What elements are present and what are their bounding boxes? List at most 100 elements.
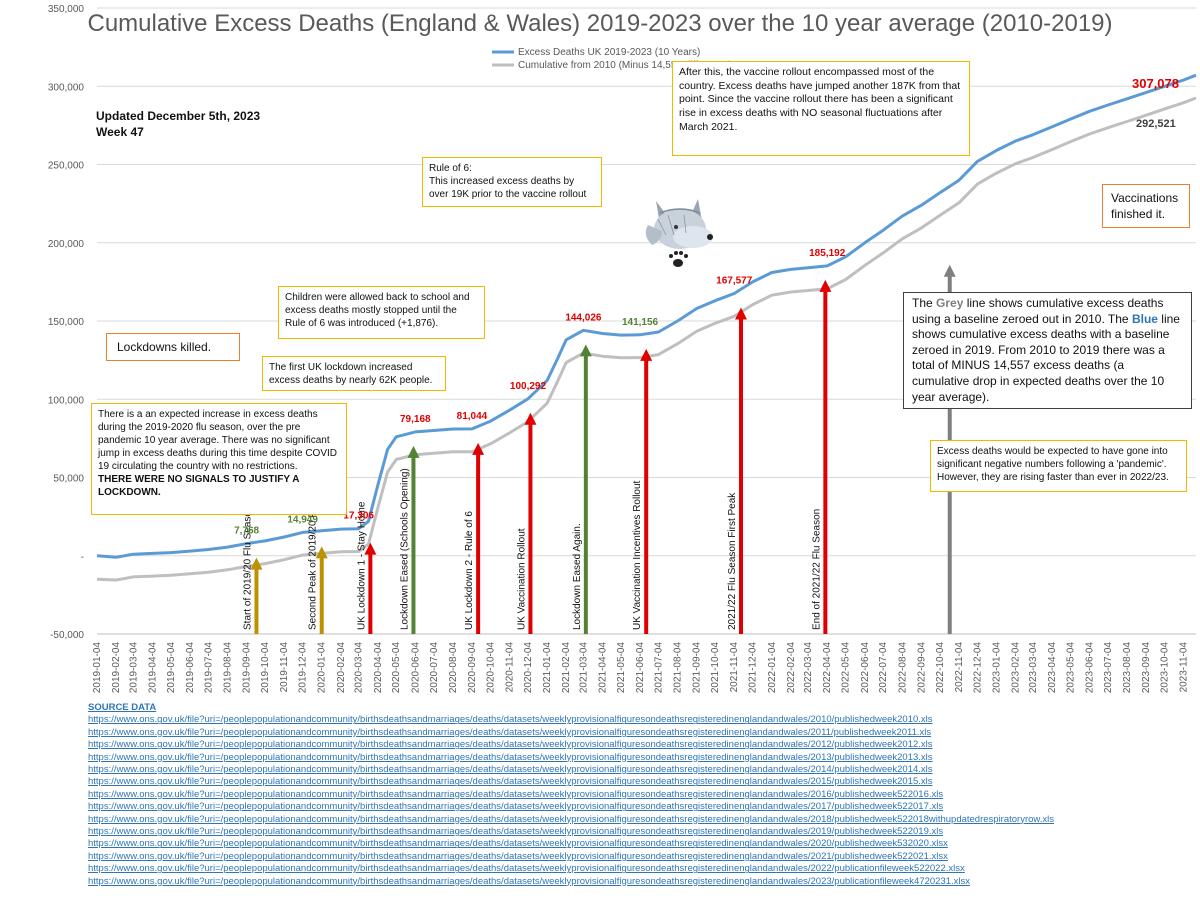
x-tick-label: 2022-01-04 [767, 642, 778, 694]
x-tick-label: 2019-06-04 [185, 642, 196, 694]
y-tick-label: 350,000 [48, 4, 85, 15]
source-link[interactable]: https://www.ons.gov.uk/file?uri=/peoplep… [88, 726, 932, 738]
arrow-head [364, 542, 377, 555]
source-link[interactable]: https://www.ons.gov.uk/file?uri=/peoplep… [88, 739, 933, 751]
x-tick-label: 2021-09-04 [692, 642, 703, 694]
arrow-head [819, 279, 832, 292]
x-tick-label: 2019-04-04 [147, 642, 158, 694]
wolf-head-icon [638, 195, 723, 275]
x-tick-label: 2020-04-04 [373, 642, 384, 694]
x-tick-label: 2020-01-04 [317, 642, 328, 694]
source-link[interactable]: https://www.ons.gov.uk/file?uri=/peoplep… [88, 850, 948, 862]
x-tick-label: 2019-01-04 [92, 642, 103, 694]
source-link[interactable]: https://www.ons.gov.uk/file?uri=/peoplep… [88, 751, 933, 763]
source-link[interactable]: https://www.ons.gov.uk/file?uri=/peoplep… [88, 764, 933, 776]
x-tick-label: 2022-06-04 [860, 642, 871, 694]
point-label: 7,768 [234, 526, 259, 537]
x-tick-label: 2022-09-04 [916, 642, 927, 694]
point-label: 185,192 [809, 248, 846, 259]
x-tick-label: 2020-08-04 [448, 642, 459, 694]
source-link[interactable]: https://www.ons.gov.uk/file?uri=/peoplep… [88, 826, 944, 838]
x-tick-label: 2021-04-04 [597, 642, 608, 694]
x-tick-label: 2022-10-04 [935, 642, 946, 694]
event-arrow-label: UK Vaccination Rollout [516, 528, 527, 630]
x-tick-label: 2023-10-04 [1160, 642, 1171, 694]
annotation-negative-numbers: Excess deaths would be expected to have … [930, 440, 1187, 492]
legend: Excess Deaths UK 2019-2023 (10 Years) Cu… [492, 47, 732, 71]
source-link[interactable]: https://www.ons.gov.uk/file?uri=/peoplep… [88, 813, 1054, 825]
x-tick-label: 2022-03-04 [803, 642, 814, 694]
series-line [96, 73, 1197, 559]
arrow-head [640, 348, 653, 361]
point-label: 167,577 [716, 275, 753, 286]
y-tick-label: 300,000 [48, 82, 85, 93]
x-tick-label: 2019-12-04 [298, 642, 309, 694]
arrow-head [250, 557, 263, 570]
source-link[interactable]: https://www.ons.gov.uk/file?uri=/peoplep… [88, 801, 944, 813]
source-data: SOURCE DATA https://www.ons.gov.uk/file?… [88, 702, 1188, 888]
event-arrow-label: UK Lockdown 2 - Rule of 6 [464, 511, 475, 630]
rule-of-6-body: This increased excess deaths by over 19K… [429, 176, 587, 200]
updated-week: Week 47 [96, 125, 144, 139]
source-link[interactable]: https://www.ons.gov.uk/file?uri=/peoplep… [88, 714, 933, 726]
event-arrow [472, 442, 485, 634]
annotation-grey-blue-lines: The Grey line shows cumulative excess de… [903, 292, 1192, 409]
x-tick-label: 2023-04-04 [1047, 642, 1058, 694]
x-tick-label: 2021-06-04 [635, 642, 646, 694]
source-link[interactable]: https://www.ons.gov.uk/file?uri=/peoplep… [88, 875, 971, 887]
legend-label-grey: Cumulative from 2010 (Minus 14,557 diffe… [518, 60, 732, 71]
flu-season-text: There is a an expected increase in exces… [98, 409, 337, 472]
x-tick-label: 2021-08-04 [673, 642, 684, 694]
x-tick-label: 2022-07-04 [878, 642, 889, 694]
x-tick-label: 2022-02-04 [786, 642, 797, 694]
event-arrow-label: Second Peak of 2019/20 Flu Season [308, 467, 319, 630]
x-tick-label: 2021-01-04 [542, 642, 553, 694]
event-arrow [640, 348, 653, 634]
series-lines [96, 73, 1197, 582]
updated-date: Updated December 5th, 2023 [96, 109, 261, 123]
source-link[interactable]: https://www.ons.gov.uk/file?uri=/peoplep… [88, 838, 948, 850]
source-data-header: SOURCE DATA [88, 702, 157, 713]
x-tick-label: 2022-05-04 [841, 642, 852, 694]
point-label: 141,156 [622, 317, 659, 328]
arrow-head [943, 264, 956, 277]
x-tick-label: 2023-03-04 [1028, 642, 1039, 694]
annotation-lockdowns-killed: Lockdowns killed. [106, 333, 240, 361]
x-tick-label: 2021-05-04 [616, 642, 627, 694]
point-label: 17,306 [343, 511, 374, 522]
grey-word: Grey [936, 296, 964, 310]
event-arrow [524, 412, 537, 634]
y-tick-label: 50,000 [53, 474, 84, 485]
arrow-head [579, 344, 592, 357]
event-arrow-label: UK Vaccination Incentives Rollout [632, 480, 643, 630]
y-tick-label: -50,000 [50, 630, 84, 641]
rule-of-6-title: Rule of 6: [429, 163, 472, 174]
event-arrow [579, 344, 592, 634]
x-tick-label: 2020-03-04 [354, 642, 365, 694]
x-tick-label: 2022-08-04 [897, 642, 908, 694]
x-tick-label: 2020-11-04 [505, 642, 516, 693]
no-signals-text: THERE WERE NO SIGNALS TO JUSTIFY A LOCKD… [98, 474, 300, 498]
event-arrow-label: Lockdown Eased (Schools Opening) [399, 468, 410, 630]
x-tick-label: 2019-03-04 [128, 642, 139, 694]
annotation-vaccine-rollout: After this, the vaccine rollout encompas… [672, 61, 970, 156]
source-link[interactable]: https://www.ons.gov.uk/file?uri=/peoplep… [88, 788, 944, 800]
source-link[interactable]: https://www.ons.gov.uk/file?uri=/peoplep… [88, 863, 965, 875]
annotation-flu-season: There is a an expected increase in exces… [91, 403, 347, 515]
x-tick-label: 2023-01-04 [992, 642, 1003, 694]
annotation-rule-of-6: Rule of 6: This increased excess deaths … [422, 157, 602, 207]
event-arrow [819, 279, 832, 634]
point-label: 81,044 [457, 411, 488, 422]
x-tick-label: 2019-11-04 [279, 642, 290, 693]
x-tick-label: 2019-08-04 [223, 642, 234, 694]
y-tick-label: 250,000 [48, 161, 85, 172]
event-arrow-label: 2021/22 Flu Season First Peak [727, 492, 738, 630]
y-tick-label: 200,000 [48, 239, 85, 250]
x-tick-label: 2021-03-04 [578, 642, 589, 694]
event-arrow [315, 546, 328, 634]
grey-note-post: line shows cumulative excess deaths with… [912, 311, 1180, 404]
source-link[interactable]: https://www.ons.gov.uk/file?uri=/peoplep… [88, 776, 933, 788]
x-tick-label: 2021-10-04 [710, 642, 721, 694]
event-arrow [735, 307, 748, 634]
